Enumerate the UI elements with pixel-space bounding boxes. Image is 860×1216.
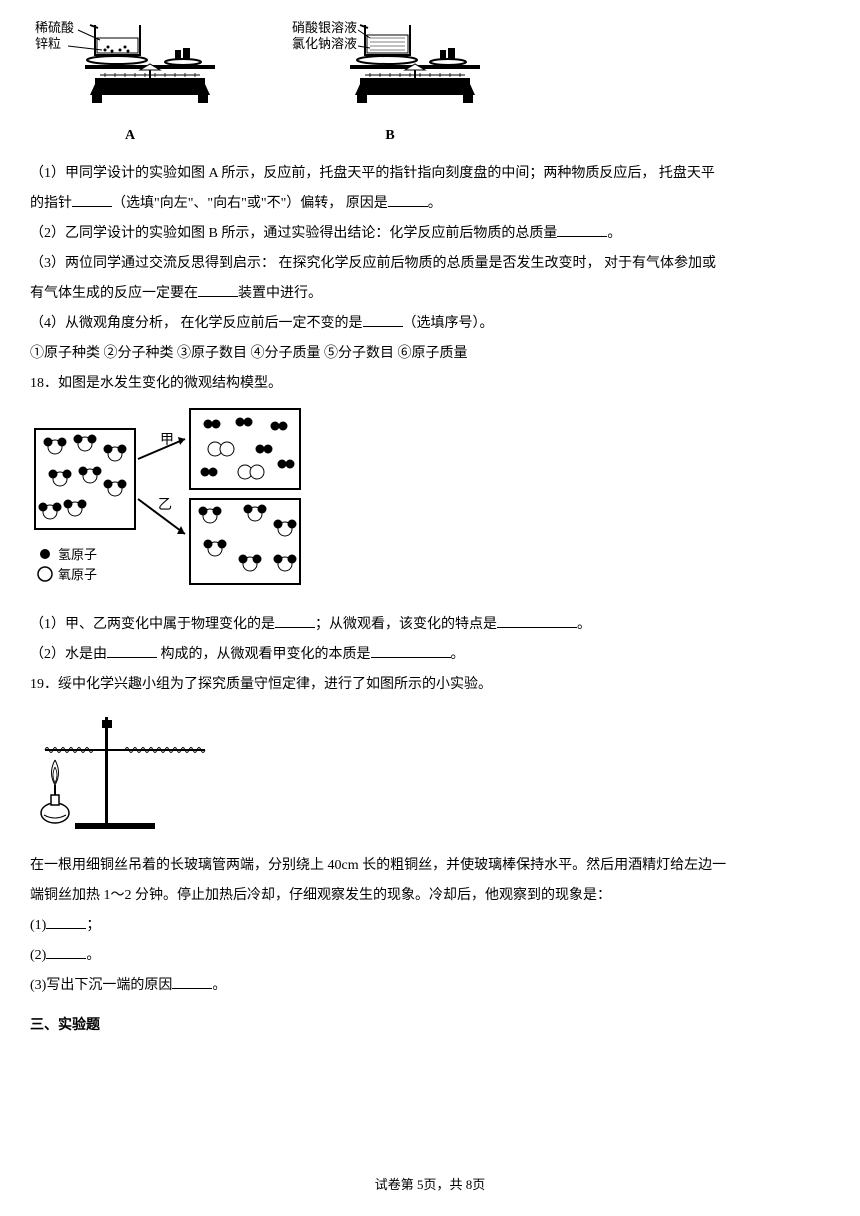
q4-line2: ①原子种类 ②分子种类 ③原子数目 ④分子质量 ⑤分子数目 ⑥原子质量	[30, 340, 830, 368]
q19-sub2b: 。	[86, 948, 100, 963]
blank	[46, 913, 86, 929]
q1-line2: 的指针 （选填"向左"、"向右"或"不"）偏转， 原因是 。	[30, 190, 830, 218]
molecule-diagram: 甲 乙 氢原子 氧原子	[30, 404, 830, 605]
balance-a-svg: 稀硫酸 锌粒	[30, 20, 230, 120]
blank	[363, 311, 403, 327]
apparatus-diagram	[30, 705, 830, 846]
blank	[497, 612, 577, 628]
q19-sub2a: (2)	[30, 948, 46, 963]
page-footer: 试卷第 5页，共 8页	[0, 1172, 860, 1198]
blank	[72, 191, 112, 207]
q19-sub3b: 。	[212, 978, 226, 993]
q1-text2a: 的指针	[30, 196, 72, 211]
q4-text1a: （4）从微观角度分析， 在化学反应前后一定不变的是	[30, 316, 363, 331]
legend-o: 氧原子	[58, 567, 97, 582]
balance-b-caption: B	[385, 122, 394, 150]
q18-sub2a: （2）水是由	[30, 647, 107, 662]
balance-b-label1: 硝酸银溶液	[292, 20, 357, 35]
q2-text1b: 。	[607, 226, 621, 241]
balance-a-caption: A	[125, 122, 135, 150]
balance-a-label1: 稀硫酸	[35, 20, 74, 35]
blank	[198, 281, 238, 297]
q4-text1b: （选填序号）。	[403, 316, 494, 331]
balance-b: 硝酸银溶液 氯化钠溶液 B	[290, 20, 490, 150]
q19-desc1: 在一根用细铜丝吊着的长玻璃管两端，分别绕上 40cm 长的粗铜丝，并使玻璃棒保持…	[30, 852, 830, 880]
q19-sub2: (2) 。	[30, 942, 830, 970]
q1-text2c: 。	[428, 196, 442, 211]
blank	[371, 642, 451, 658]
q18-sub1b: ；从微观看，该变化的特点是	[315, 617, 497, 632]
blank	[275, 612, 315, 628]
q3-text2a: 有气体生成的反应一定要在	[30, 286, 198, 301]
q19-sub1: (1) ；	[30, 912, 830, 940]
q18-intro: 18．如图是水发生变化的微观结构模型。	[30, 370, 830, 398]
balance-diagrams-row: 稀硫酸 锌粒	[30, 20, 830, 150]
q18-sub2: （2）水是由 构成的，从微观看甲变化的本质是 。	[30, 641, 830, 669]
q18-sub2c: 。	[451, 647, 465, 662]
arrow-label-yi: 乙	[158, 497, 172, 513]
molecule-svg: 甲 乙 氢原子 氧原子	[30, 404, 310, 594]
balance-b-svg: 硝酸银溶液 氯化钠溶液	[290, 20, 490, 120]
balance-b-label2: 氯化钠溶液	[292, 36, 357, 51]
q2-text1a: （2）乙同学设计的实验如图 B 所示，通过实验得出结论：化学反应前后物质的总质量	[30, 226, 557, 241]
q1-line1: （1）甲同学设计的实验如图 A 所示，反应前，托盘天平的指针指向刻度盘的中间；两…	[30, 160, 830, 188]
q1-text2b: （选填"向左"、"向右"或"不"）偏转， 原因是	[112, 196, 388, 211]
q2-line1: （2）乙同学设计的实验如图 B 所示，通过实验得出结论：化学反应前后物质的总质量…	[30, 220, 830, 248]
q19-sub3a: (3)写出下沉一端的原因	[30, 978, 172, 993]
blank	[388, 191, 428, 207]
blank	[557, 221, 607, 237]
arrow-label-jia: 甲	[160, 433, 174, 448]
balance-a: 稀硫酸 锌粒	[30, 20, 230, 150]
blank	[172, 973, 212, 989]
q18-sub1a: （1）甲、乙两变化中属于物理变化的是	[30, 617, 275, 632]
q18-sub2b: 构成的，从微观看甲变化的本质是	[157, 647, 371, 662]
q18-sub1: （1）甲、乙两变化中属于物理变化的是 ；从微观看，该变化的特点是 。	[30, 611, 830, 639]
legend-h: 氢原子	[58, 547, 97, 562]
q19-sub1a: (1)	[30, 918, 46, 933]
q3-line2: 有气体生成的反应一定要在 装置中进行。	[30, 280, 830, 308]
blank	[107, 642, 157, 658]
balance-a-label2: 锌粒	[35, 36, 61, 51]
q3-line1: （3）两位同学通过交流反思得到启示： 在探究化学反应前后物质的总质量是否发生改变…	[30, 250, 830, 278]
q3-text2b: 装置中进行。	[238, 286, 322, 301]
apparatus-svg	[30, 705, 230, 835]
q4-line1: （4）从微观角度分析， 在化学反应前后一定不变的是 （选填序号）。	[30, 310, 830, 338]
q19-sub1b: ；	[86, 918, 100, 933]
q18-sub1c: 。	[577, 617, 591, 632]
blank	[46, 943, 86, 959]
q19-desc2: 端铜丝加热 1～2 分钟。停止加热后冷却，仔细观察发生的现象。冷却后，他观察到的…	[30, 882, 830, 910]
section3-title: 三、实验题	[30, 1012, 830, 1040]
q19-sub3: (3)写出下沉一端的原因 。	[30, 972, 830, 1000]
q19-intro: 19．绥中化学兴趣小组为了探究质量守恒定律，进行了如图所示的小实验。	[30, 671, 830, 699]
